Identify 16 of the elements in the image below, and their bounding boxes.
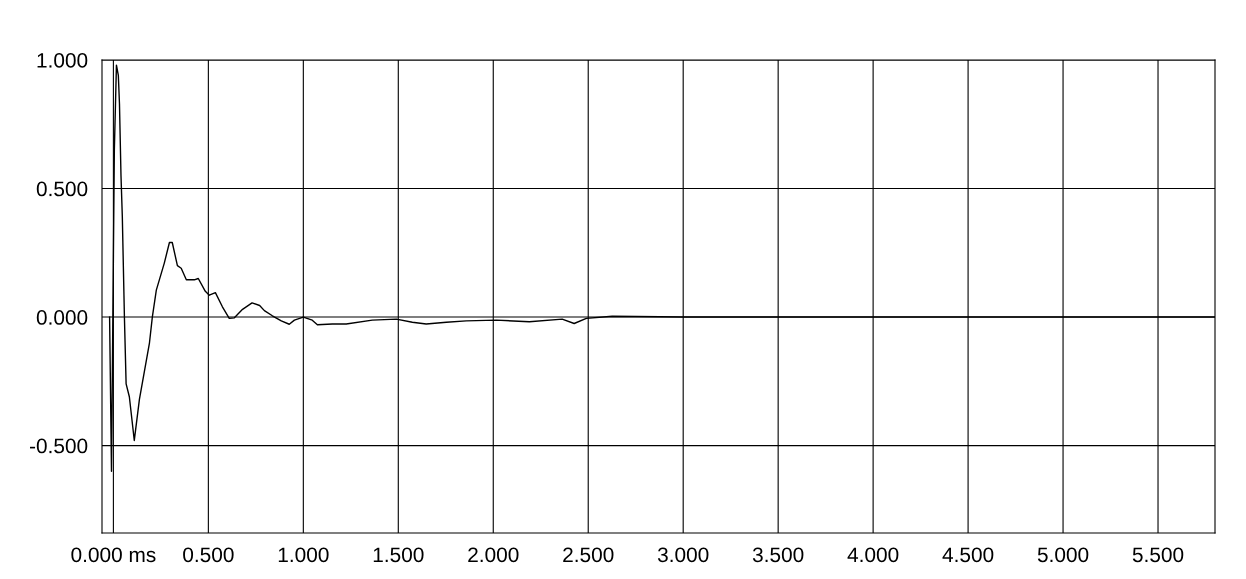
x-tick-label: 3.000 <box>657 547 709 563</box>
x-tick-label: 4.500 <box>942 547 994 563</box>
y-tick-label: 1.000 <box>37 53 88 68</box>
x-tick-label: 2.000 <box>468 547 519 563</box>
y-tick-label: 0.500 <box>36 181 88 197</box>
x-tick-label: 1.000 <box>278 547 329 563</box>
x-tick-label: 0.500 <box>183 547 234 563</box>
x-tick-label: 0.000 ms <box>71 547 156 563</box>
x-tick-label: 4.000 <box>847 547 899 563</box>
x-tick-label: 5.000 <box>1037 547 1089 563</box>
x-tick-label: 3.500 <box>752 547 804 563</box>
y-tick-label: 0.000 <box>36 310 88 325</box>
x-tick-label: 5.500 <box>1132 547 1184 563</box>
x-tick-label: 1.500 <box>373 547 424 563</box>
y-tick-label: -0.500 <box>29 438 88 454</box>
x-tick-label: 2.500 <box>563 547 614 563</box>
